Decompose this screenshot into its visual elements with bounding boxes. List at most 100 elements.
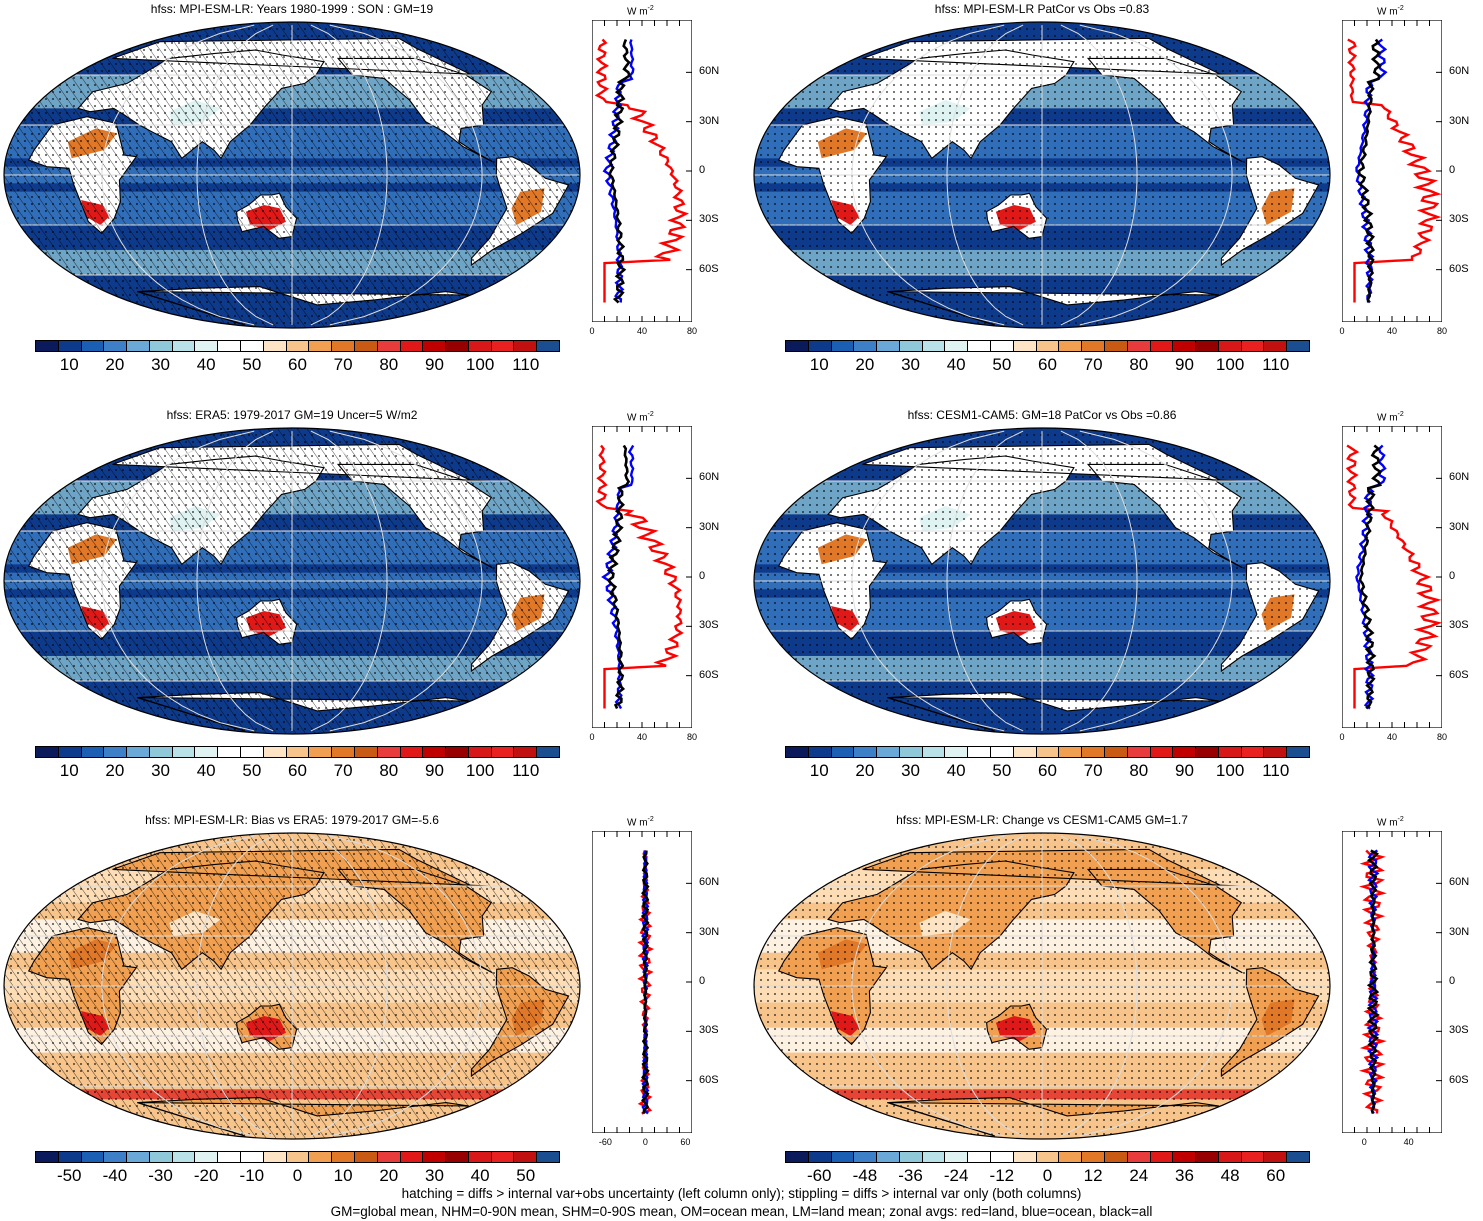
africa-coastline bbox=[777, 927, 888, 1046]
colorbar-tick-label: 30 bbox=[901, 355, 920, 374]
colorbar-swatch bbox=[1172, 747, 1196, 757]
longitude-gridline bbox=[101, 430, 255, 732]
colorbar-swatch bbox=[921, 1152, 945, 1162]
colorbar-swatch bbox=[513, 1152, 537, 1162]
colorbar-tick-label: 60 bbox=[1038, 355, 1057, 374]
colorbar-swatch bbox=[1240, 1152, 1264, 1162]
colorbar-swatch bbox=[807, 341, 831, 351]
colorbar-swatch bbox=[1035, 747, 1059, 757]
colorbar-tick-label: 50 bbox=[516, 1166, 536, 1185]
colorbar-tick-label: -50 bbox=[56, 1166, 82, 1185]
profile-unit-label: W m-2 bbox=[1377, 5, 1404, 17]
colorbar-swatch bbox=[830, 747, 854, 757]
colorbar-tick-label: 48 bbox=[1220, 1166, 1240, 1185]
colorbar-swatch bbox=[944, 1152, 968, 1162]
colorbar-swatch bbox=[1286, 1152, 1309, 1162]
colorbar-tick-label: 100 bbox=[465, 355, 495, 374]
colorbar-swatch bbox=[1081, 747, 1104, 757]
colorbar-swatch bbox=[103, 1152, 127, 1162]
colorbar-swatch bbox=[445, 1152, 468, 1162]
colorbar-swatch bbox=[353, 747, 377, 757]
colorbar-swatch bbox=[331, 747, 354, 757]
colorbar-swatch bbox=[331, 341, 354, 351]
profile-unit-exponent: -2 bbox=[1397, 5, 1404, 12]
map-outline bbox=[753, 427, 1331, 735]
colorbar-tick-label: 30 bbox=[151, 355, 170, 374]
colorbar-tick-label: -36 bbox=[898, 1166, 923, 1185]
profile-lat-label: 30N bbox=[699, 925, 720, 938]
profile-unit-text: W m bbox=[1377, 412, 1398, 424]
colorbar-swatch bbox=[399, 1152, 423, 1162]
colorbar-swatch bbox=[1217, 1152, 1241, 1162]
longitude-gridline bbox=[1079, 835, 1233, 1137]
footnote-line-1: hatching = diffs > internal var+obs unce… bbox=[401, 1186, 1082, 1201]
colorbar-swatch bbox=[490, 1152, 514, 1162]
profile-lat-label: 60N bbox=[699, 471, 720, 484]
australia-coastline bbox=[986, 598, 1048, 645]
colorbar-swatch bbox=[990, 341, 1013, 351]
map-body bbox=[4, 833, 580, 1139]
panel-mpi-climatology: hfss: MPI-ESM-LR: Years 1980-1999 : SON … bbox=[2, 2, 719, 382]
robinson-map bbox=[3, 832, 581, 1140]
colorbar-swatch bbox=[445, 341, 468, 351]
colorbar-swatch bbox=[967, 1152, 991, 1162]
colorbar-swatch bbox=[467, 1152, 491, 1162]
profile-lat-label: 0 bbox=[699, 975, 706, 987]
profile-curve-land bbox=[594, 38, 689, 303]
footnote-line-2: GM=global mean, NHM=0-90N mean, SHM=0-90… bbox=[330, 1204, 1153, 1219]
profile-x-tick-label: 80 bbox=[686, 326, 698, 336]
colorbar-swatch bbox=[36, 341, 58, 351]
colorbar-swatch bbox=[536, 341, 559, 351]
panel-mpi-patcor: hfss: MPI-ESM-LR PatCor vs Obs =0.83 10 2… bbox=[752, 2, 1469, 382]
colorbar-swatch bbox=[262, 341, 286, 351]
colorbar-tick-label: 0 bbox=[292, 1166, 303, 1185]
profile-frame bbox=[1342, 831, 1442, 1133]
profile-lat-label: 60S bbox=[699, 262, 719, 275]
colorbar-tick-label: -48 bbox=[852, 1166, 878, 1185]
colorbar-labels: 10 20 30 40 50 60 70 80 90 100 110 bbox=[785, 355, 1310, 377]
colorbar-swatch bbox=[1126, 747, 1150, 757]
colorbar-swatch bbox=[308, 341, 332, 351]
profile-lat-label: 30N bbox=[1449, 114, 1470, 127]
profile-lat-label: 0 bbox=[699, 164, 706, 176]
colorbar-tick-label: 40 bbox=[196, 761, 216, 780]
profile-frame bbox=[592, 426, 692, 728]
longitude-gridline bbox=[946, 835, 1024, 1137]
colorbar-labels: 10 20 30 40 50 60 70 80 90 100 110 bbox=[35, 761, 560, 783]
profile-unit-label: W m-2 bbox=[1377, 411, 1404, 423]
colorbar-swatch bbox=[217, 341, 241, 351]
colorbar bbox=[785, 1151, 1310, 1163]
colorbar-swatch bbox=[57, 747, 81, 757]
zonal-profile bbox=[592, 20, 692, 322]
colorbar-tick-label: 50 bbox=[992, 355, 1012, 374]
colorbar-tick-label: 110 bbox=[1262, 761, 1290, 780]
robinson-map bbox=[3, 427, 581, 735]
colorbar bbox=[785, 340, 1310, 352]
longitude-gridline bbox=[946, 430, 1024, 732]
colorbar-swatch bbox=[1263, 747, 1287, 757]
colorbar-tick-label: 50 bbox=[242, 355, 262, 374]
colorbar-swatch bbox=[944, 341, 968, 351]
colorbar-swatch bbox=[1081, 1152, 1104, 1162]
profile-x-tick-label: 40 bbox=[1386, 326, 1398, 336]
longitude-gridline bbox=[851, 430, 1005, 732]
profile-lat-label: 60S bbox=[1449, 1073, 1469, 1086]
antarctica-coastline bbox=[887, 692, 1220, 732]
colorbar-tick-label: 70 bbox=[1083, 761, 1103, 780]
colorbar-swatch bbox=[1103, 747, 1127, 757]
colorbar-swatch bbox=[1286, 747, 1309, 757]
colorbar-swatch bbox=[898, 1152, 922, 1162]
colorbar-swatch bbox=[1263, 1152, 1287, 1162]
longitude-gridline bbox=[946, 24, 1024, 326]
colorbar-swatch bbox=[399, 341, 423, 351]
colorbar-swatch bbox=[786, 1152, 808, 1162]
colorbar-tick-label: 40 bbox=[470, 1166, 490, 1185]
profile-unit-text: W m bbox=[627, 6, 648, 18]
colorbar-swatch bbox=[194, 747, 218, 757]
longitude-gridline bbox=[1060, 835, 1138, 1137]
profile-x-tick-label: 60 bbox=[680, 1137, 691, 1147]
africa-coastline bbox=[777, 116, 888, 235]
profile-lat-label: 30S bbox=[1449, 213, 1469, 226]
colorbar-tick-label: 90 bbox=[424, 761, 444, 780]
colorbar-tick-label: 20 bbox=[855, 355, 875, 374]
